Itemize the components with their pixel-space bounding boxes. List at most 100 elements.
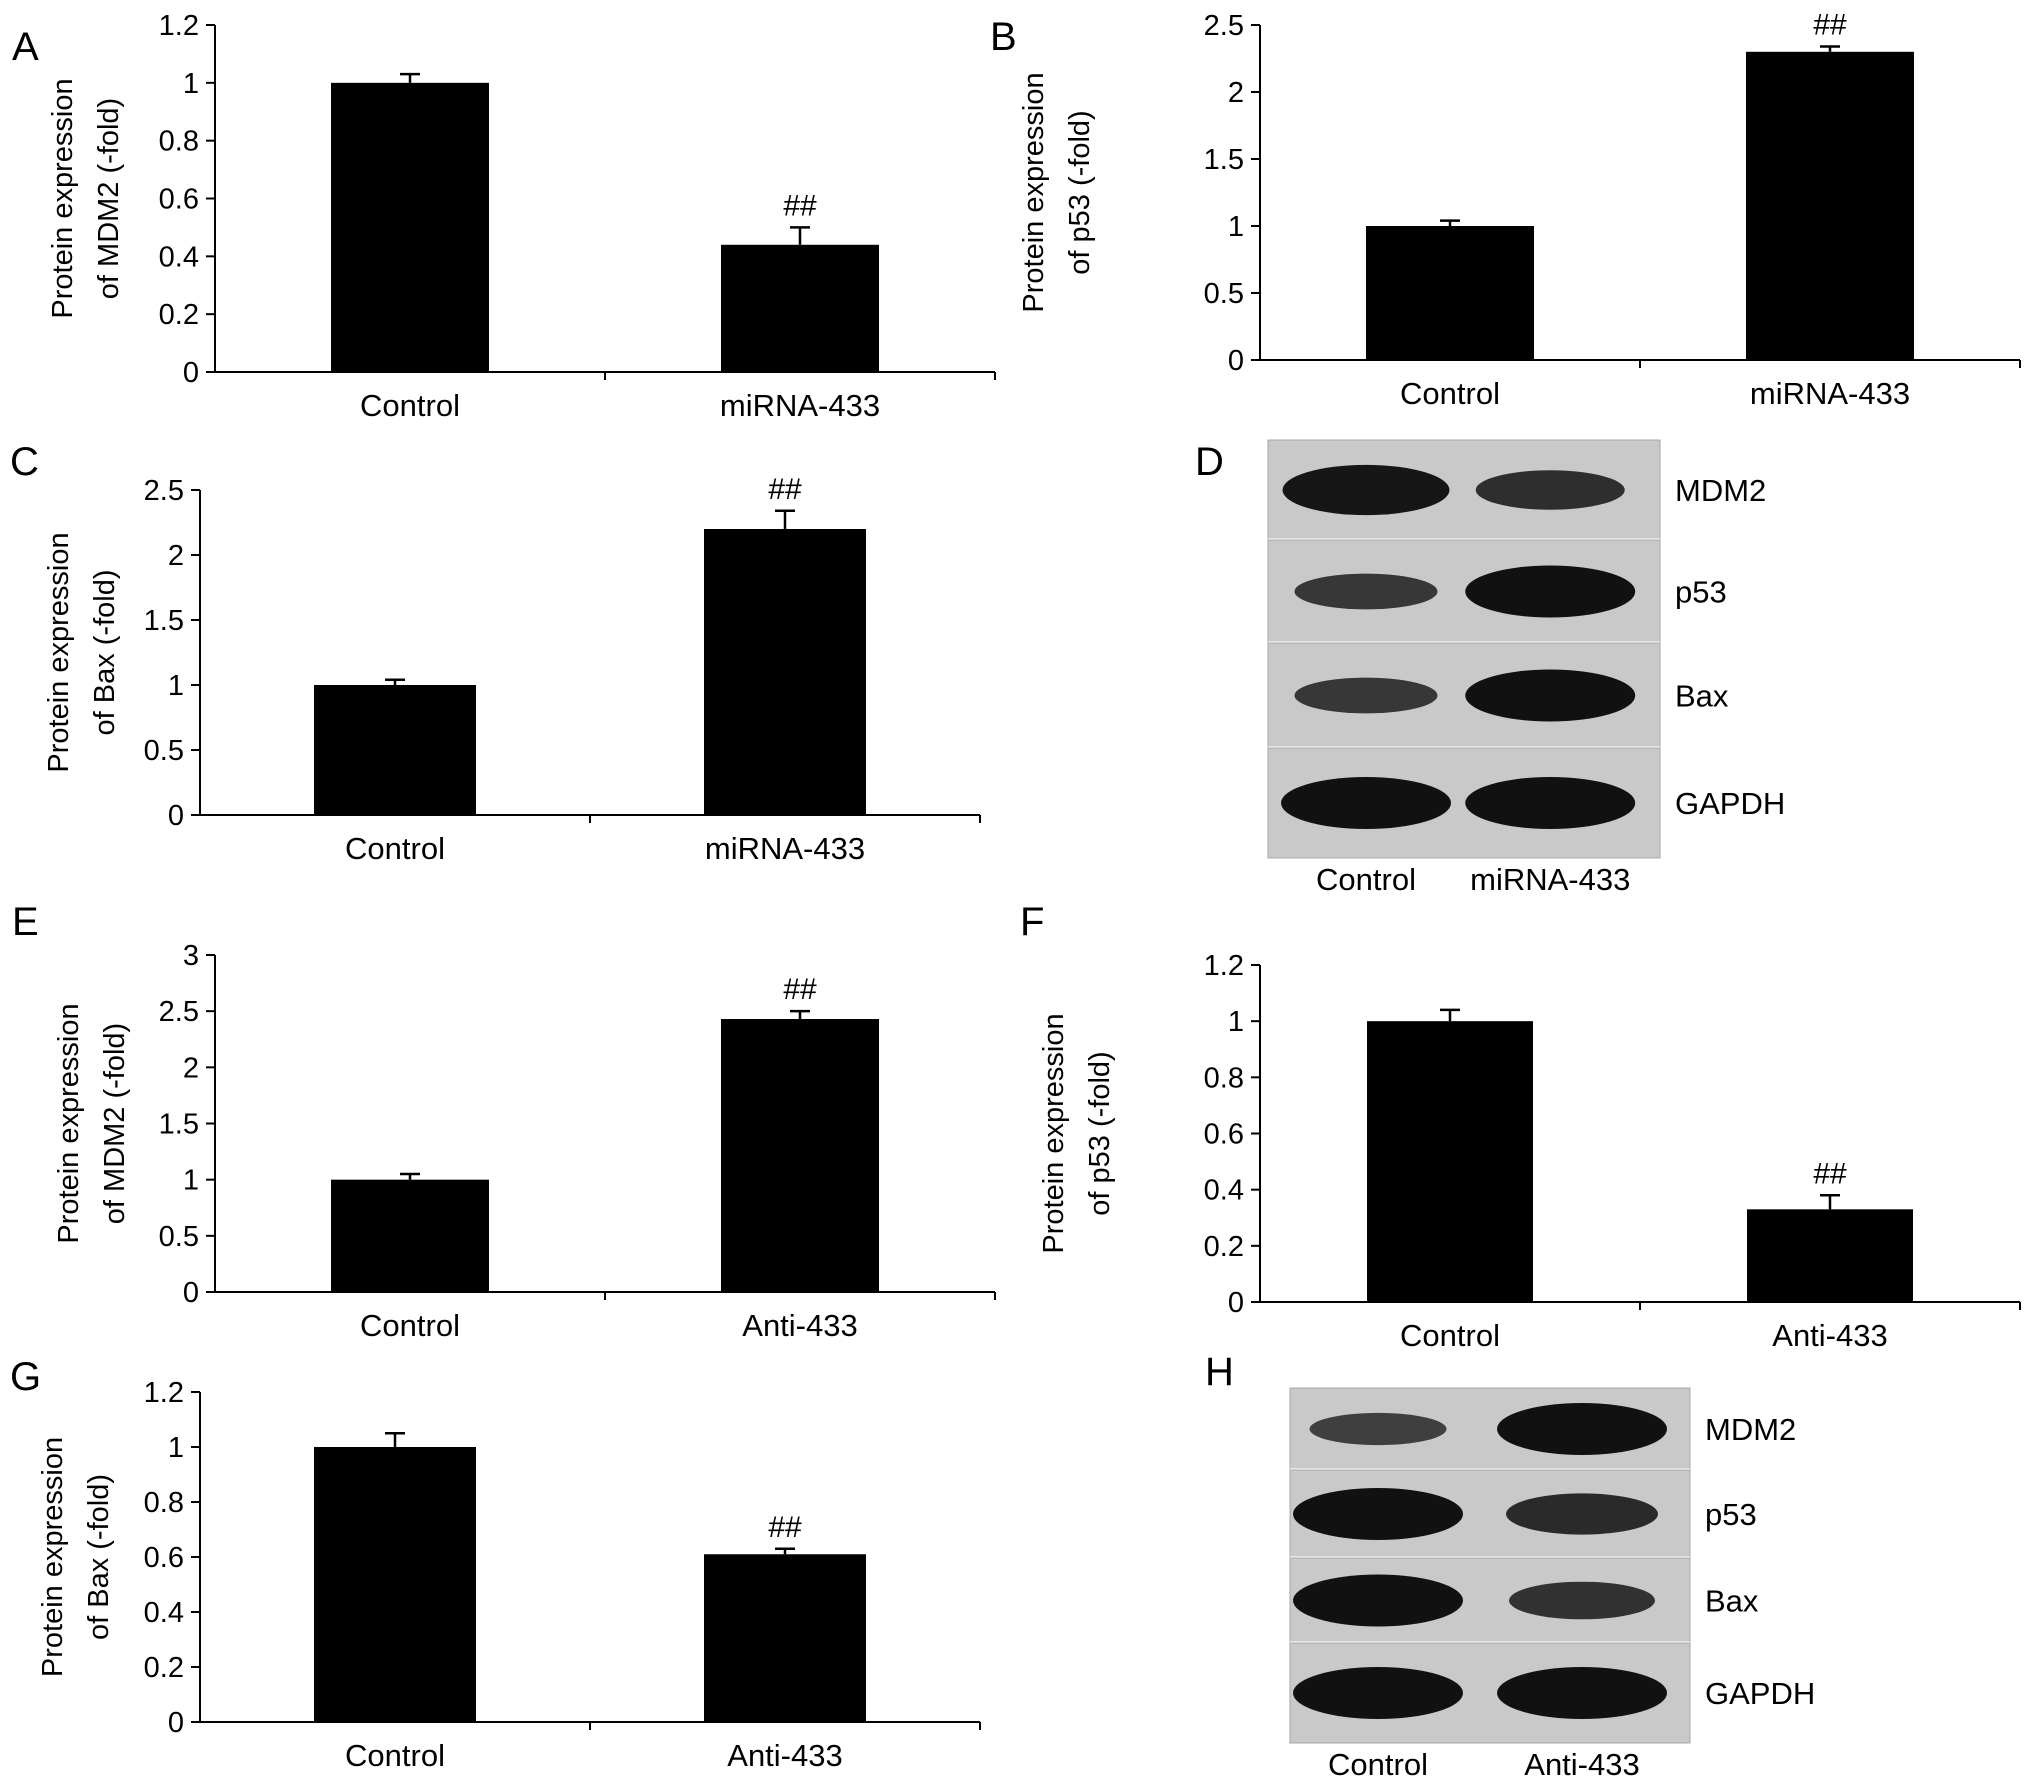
chart-panel-f: F 0 0.2 0.4 0.6 0.8 1 1.2 Control ## Anti-433 Prote… <box>1020 900 2021 1353</box>
y-tick-label: 0.5 <box>1204 278 1244 310</box>
blot-protein-label: MDM2 <box>1675 473 1766 508</box>
blot-band <box>1465 565 1636 618</box>
y-axis-label-line: of p53 (-fold) <box>1064 110 1096 274</box>
blot-protein-label: MDM2 <box>1705 1412 1796 1447</box>
blot-band <box>1465 777 1636 829</box>
significance-mark: ## <box>1813 8 1847 41</box>
y-axis-label-line: of MDM2 (-fold) <box>99 1023 131 1224</box>
blot-band <box>1465 669 1636 722</box>
y-tick-label: 0 <box>183 1277 199 1309</box>
blot-band <box>1293 1574 1463 1627</box>
bar-anti-433 <box>704 1554 866 1722</box>
x-category-label: Control <box>1400 376 1500 411</box>
x-category-label: Control <box>360 388 460 423</box>
y-axis-label: Protein expression of Bax (-fold) <box>43 532 121 772</box>
blot-lane-label: miRNA-433 <box>1470 862 1630 897</box>
blot-band <box>1506 1493 1658 1535</box>
significance-mark: ## <box>1813 1157 1847 1190</box>
y-tick-label: 0.5 <box>144 735 184 767</box>
bar-anti-433 <box>1747 1209 1913 1302</box>
y-tick-label: 1 <box>183 68 199 100</box>
y-axis-label-line: of Bax (-fold) <box>89 570 121 736</box>
blot-lane-label: Control <box>1316 862 1416 897</box>
blot-band <box>1509 1581 1655 1620</box>
y-tick-label: 0.6 <box>159 184 199 216</box>
chart-panel-e: E 0 0.5 1 1.5 2 2.5 3 Control ## Anti-433 Protein e… <box>12 900 996 1343</box>
panel-label: H <box>1205 1350 1234 1394</box>
panel-label: B <box>990 15 1017 59</box>
blot-band <box>1293 1488 1463 1540</box>
blot-band <box>1294 573 1438 610</box>
bar-mirna-433 <box>704 529 866 815</box>
chart-panel-b: B 0 0.5 1 1.5 2 2.5 Control ## miRNA-433 Protein e… <box>990 8 2021 411</box>
significance-mark: ## <box>783 189 817 222</box>
x-category-label: miRNA-433 <box>1750 376 1910 411</box>
x-category-label: miRNA-433 <box>705 831 865 866</box>
blot-protein-label: GAPDH <box>1675 786 1785 821</box>
y-tick-label: 2.5 <box>159 996 199 1028</box>
y-tick-label: 1.5 <box>144 605 184 637</box>
panel-label: D <box>1195 440 1224 484</box>
blot-protein-label: p53 <box>1705 1497 1757 1532</box>
x-category-label: Control <box>345 831 445 866</box>
y-tick-label: 2 <box>183 1052 199 1084</box>
chart-panel-g: G 0 0.2 0.4 0.6 0.8 1 1.2 Control ## Anti-433 Prote… <box>10 1355 981 1773</box>
bar-control <box>1366 226 1534 360</box>
chart-panel-a: A 0 0.2 0.4 0.6 0.8 1 1.2 Control ## miRNA-433 Prot… <box>12 10 996 423</box>
y-tick-label: 0.8 <box>144 1487 184 1519</box>
blot-band <box>1294 677 1438 714</box>
y-tick-label: 0 <box>168 1707 184 1739</box>
y-tick-label: 1 <box>183 1165 199 1197</box>
blot-band <box>1281 777 1451 829</box>
blot-lane-label: Control <box>1328 1747 1428 1782</box>
y-tick-label: 1 <box>168 670 184 702</box>
blot-band <box>1293 1667 1463 1719</box>
y-tick-label: 0.4 <box>159 241 199 273</box>
blot-band <box>1282 464 1450 516</box>
significance-mark: ## <box>768 1511 802 1544</box>
bar-control <box>314 685 476 815</box>
y-axis-label-line: Protein expression <box>37 1437 69 1677</box>
panel-label: C <box>10 440 39 484</box>
panel-label: F <box>1020 900 1044 944</box>
y-tick-label: 0.2 <box>159 299 199 331</box>
y-axis-label-line: Protein expression <box>53 1003 85 1243</box>
bar-control <box>331 1179 489 1292</box>
y-tick-label: 2.5 <box>1204 10 1244 42</box>
bar-control <box>314 1447 476 1722</box>
y-tick-label: 1.5 <box>1204 144 1244 176</box>
chart-panel-c: C 0 0.5 1 1.5 2 2.5 Control ## miRNA-433 Protein e… <box>10 440 981 866</box>
panel-label: G <box>10 1355 41 1399</box>
blot-band <box>1309 1412 1447 1446</box>
blot-lane-label: Anti-433 <box>1524 1747 1639 1782</box>
y-tick-label: 0.2 <box>1204 1231 1244 1263</box>
western-blot-d: D MDM2 p53 Bax GAPDH Control miRNA-433 <box>1195 439 1785 897</box>
y-tick-label: 0.2 <box>144 1652 184 1684</box>
y-axis-label-line: Protein expression <box>43 532 75 772</box>
panel-label: E <box>12 900 39 944</box>
y-axis-label-line: of MDM2 (-fold) <box>93 98 125 299</box>
blot-protein-label: Bax <box>1705 1584 1759 1619</box>
y-tick-label: 0 <box>1228 1287 1244 1319</box>
y-axis-label: Protein expression of Bax (-fold) <box>37 1437 115 1677</box>
x-category-label: Control <box>345 1738 445 1773</box>
y-tick-label: 0 <box>1228 345 1244 377</box>
blot-band <box>1497 1667 1667 1719</box>
y-tick-label: 2 <box>168 540 184 572</box>
y-axis-label: Protein expression of MDM2 (-fold) <box>53 1003 131 1243</box>
bar-mirna-433 <box>1746 51 1914 361</box>
y-tick-label: 1.2 <box>1204 950 1244 982</box>
y-tick-label: 0.8 <box>1204 1062 1244 1094</box>
bar-control <box>331 82 489 372</box>
y-tick-label: 0.6 <box>144 1542 184 1574</box>
y-tick-label: 0.6 <box>1204 1119 1244 1151</box>
blot-protein-label: Bax <box>1675 679 1729 714</box>
y-tick-label: 2.5 <box>144 475 184 507</box>
x-category-label: Control <box>360 1308 460 1343</box>
bar-anti-433 <box>721 1019 879 1292</box>
significance-mark: ## <box>768 473 802 506</box>
x-category-label: Anti-433 <box>1772 1318 1887 1353</box>
bar-mirna-433 <box>721 244 879 372</box>
y-axis-label-line: of p53 (-fold) <box>1084 1051 1116 1215</box>
